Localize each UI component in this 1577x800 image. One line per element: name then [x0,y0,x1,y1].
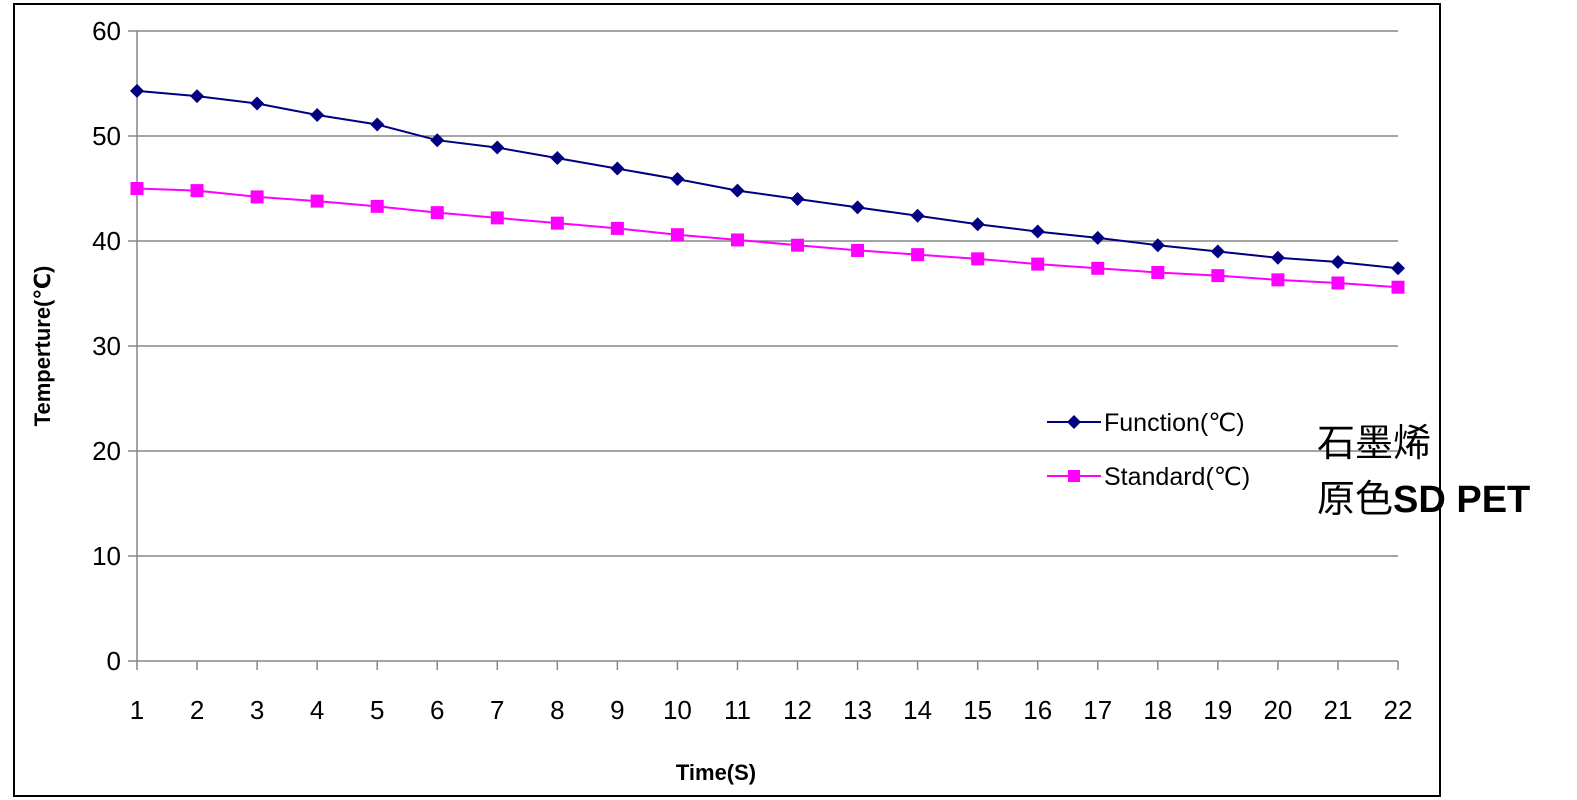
x-tick-label: 9 [610,695,624,725]
data-point-diamond [1030,224,1045,239]
data-point-diamond [550,151,565,166]
legend-marker-diamond [1067,415,1081,429]
x-tick-label: 10 [663,695,692,725]
x-tick-label: 3 [250,695,264,725]
data-point-diamond [430,133,445,148]
data-point-diamond [370,117,385,132]
data-point-square [250,190,264,204]
data-point-diamond [790,192,805,206]
axes [128,30,1399,670]
data-point-square [730,233,744,247]
legend-label-standard: Standard(℃) [1104,463,1250,491]
data-point-diamond [730,183,745,198]
x-tick-label: 2 [190,695,204,725]
data-point-square [370,199,384,213]
y-tick-label: 60 [92,16,121,46]
data-point-diamond [1090,230,1105,245]
data-point-diamond [190,89,205,104]
data-point-diamond [310,108,325,122]
data-point-square [430,206,444,220]
data-point-square [490,211,504,225]
series-standard [130,182,1405,294]
x-tick-label: 19 [1203,695,1232,725]
x-tick-label: 18 [1143,695,1172,725]
data-point-diamond [490,140,505,155]
data-point-square [1331,276,1345,290]
x-tick-label: 21 [1323,695,1352,725]
data-point-square [791,238,805,252]
data-point-diamond [130,83,144,98]
x-tick-label: 7 [490,695,504,725]
data-point-square [190,184,204,198]
y-axis-title: Temperture(℃) [30,266,55,427]
series-line [136,187,1399,289]
x-tick-label: 12 [783,695,812,725]
x-tick-label: 5 [370,695,384,725]
x-tick-label: 13 [843,695,872,725]
data-point-square [310,194,324,208]
annotation-sd-pet-prefix: 原色 [1317,477,1393,521]
series-function [130,83,1405,276]
y-tick-label: 20 [92,436,121,466]
legend-label-function: Function(℃) [1104,409,1245,437]
data-point-square [1211,269,1225,283]
annotation-sd-pet-suffix: SD PET [1393,479,1530,521]
legend-marker-square [1068,470,1080,482]
data-point-diamond [910,208,925,223]
series-lines [130,83,1405,294]
data-point-diamond [970,217,985,232]
y-tick-labels: 0 10 20 30 40 50 60 [92,16,121,676]
x-axis-title: Time(S) [676,760,756,785]
x-tick-label: 15 [963,695,992,725]
legend-item-standard: Standard(℃) [1047,463,1250,491]
annotation-sd-pet: 原色SD PET [1317,477,1530,521]
data-point-square [670,228,684,242]
y-tick-label: 30 [92,331,121,361]
legend-item-function: Function(℃) [1047,409,1245,437]
data-point-diamond [1270,250,1285,265]
x-tick-label: 4 [310,695,324,725]
data-point-square [610,221,624,235]
x-tick-label: 11 [724,695,751,725]
data-point-diamond [1150,238,1165,253]
y-tick-label: 50 [92,121,121,151]
x-tick-label: 14 [903,695,932,725]
x-tick-labels: 1 2 3 4 5 6 7 8 9 10 11 12 13 14 15 16 17 18 19 20 21 22 [130,695,1413,725]
data-point-square [911,248,925,262]
data-point-diamond [1210,244,1225,259]
series-line [136,89,1399,270]
x-tick-label: 8 [550,695,564,725]
data-point-diamond [670,172,685,187]
data-point-square [1391,280,1405,294]
data-point-square [1271,273,1285,287]
data-point-diamond [1391,261,1405,276]
y-tick-label: 40 [92,226,121,256]
data-point-diamond [250,96,265,111]
legend: Function(℃) Standard(℃) [1047,409,1250,491]
data-point-diamond [610,161,625,176]
data-point-square [550,216,564,230]
x-tick-label: 1 [130,695,144,725]
data-point-square [1151,266,1165,279]
gridlines [137,30,1398,557]
data-point-square [130,182,144,195]
annotation-graphene: 石墨烯 [1317,421,1431,465]
y-tick-label: 10 [92,541,121,571]
x-tick-label: 16 [1023,695,1052,725]
x-tick-label: 20 [1263,695,1292,725]
data-point-square [1091,261,1105,275]
y-tick-label: 0 [107,646,121,676]
x-tick-label: 22 [1384,695,1413,725]
data-point-square [1031,257,1045,271]
data-point-diamond [1330,255,1345,269]
data-point-square [851,243,865,257]
data-point-diamond [850,200,865,215]
x-tick-label: 17 [1083,695,1112,725]
x-tick-label: 6 [430,695,444,725]
data-point-square [971,252,985,266]
